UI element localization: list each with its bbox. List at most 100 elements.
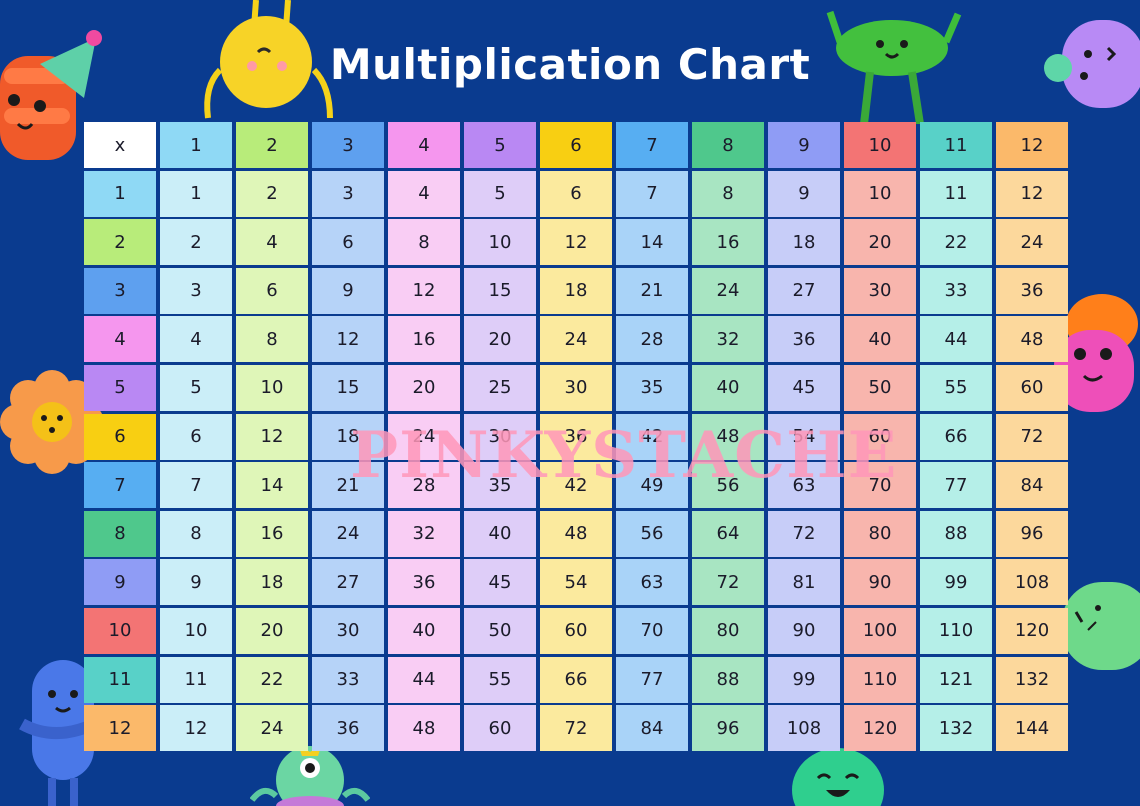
product-cell-8x4: 32 <box>388 510 460 557</box>
row-header-1: 1 <box>84 170 156 217</box>
product-cell-6x7: 42 <box>616 413 688 460</box>
product-cell-11x9: 99 <box>768 656 840 703</box>
party-hat-character-icon <box>0 30 102 160</box>
product-cell-12x4: 48 <box>388 705 460 752</box>
product-cell-9x9: 81 <box>768 559 840 606</box>
product-cell-7x11: 77 <box>920 462 992 509</box>
column-header-6: 6 <box>540 122 612 168</box>
product-cell-9x5: 45 <box>464 559 536 606</box>
row-header-11: 11 <box>84 656 156 703</box>
product-cell-3x9: 27 <box>768 267 840 314</box>
product-cell-10x6: 60 <box>540 607 612 654</box>
product-cell-1x1: 1 <box>160 170 232 217</box>
product-cell-6x2: 12 <box>236 413 308 460</box>
product-cell-10x11: 110 <box>920 607 992 654</box>
product-cell-5x1: 5 <box>160 364 232 411</box>
column-header-7: 7 <box>616 122 688 168</box>
product-cell-10x3: 30 <box>312 607 384 654</box>
product-cell-4x4: 16 <box>388 316 460 363</box>
product-cell-2x3: 6 <box>312 219 384 266</box>
product-cell-12x2: 24 <box>236 705 308 752</box>
product-cell-8x12: 96 <box>996 510 1068 557</box>
page-title: Multiplication Chart <box>329 40 811 89</box>
purple-blob-character-icon <box>1044 20 1140 108</box>
product-cell-10x12: 120 <box>996 607 1068 654</box>
product-cell-9x3: 27 <box>312 559 384 606</box>
product-cell-9x1: 9 <box>160 559 232 606</box>
product-cell-5x3: 15 <box>312 364 384 411</box>
product-cell-4x2: 8 <box>236 316 308 363</box>
product-cell-1x4: 4 <box>388 170 460 217</box>
green-smile-character-icon <box>792 748 884 806</box>
product-cell-2x5: 10 <box>464 219 536 266</box>
product-cell-11x8: 88 <box>692 656 764 703</box>
product-cell-7x6: 42 <box>540 462 612 509</box>
product-cell-1x8: 8 <box>692 170 764 217</box>
product-cell-1x12: 12 <box>996 170 1068 217</box>
product-cell-4x7: 28 <box>616 316 688 363</box>
product-cell-7x9: 63 <box>768 462 840 509</box>
green-bean-character-icon <box>826 10 962 124</box>
row-header-9: 9 <box>84 559 156 606</box>
product-cell-7x10: 70 <box>844 462 916 509</box>
product-cell-6x8: 48 <box>692 413 764 460</box>
row-header-8: 8 <box>84 510 156 557</box>
row-header-6: 6 <box>84 413 156 460</box>
product-cell-2x12: 24 <box>996 219 1068 266</box>
product-cell-9x6: 54 <box>540 559 612 606</box>
product-cell-1x9: 9 <box>768 170 840 217</box>
product-cell-2x7: 14 <box>616 219 688 266</box>
product-cell-4x12: 48 <box>996 316 1068 363</box>
product-cell-11x2: 22 <box>236 656 308 703</box>
product-cell-1x10: 10 <box>844 170 916 217</box>
product-cell-1x2: 2 <box>236 170 308 217</box>
product-cell-6x10: 60 <box>844 413 916 460</box>
product-cell-2x10: 20 <box>844 219 916 266</box>
column-header-12: 12 <box>996 122 1068 168</box>
product-cell-4x9: 36 <box>768 316 840 363</box>
product-cell-5x5: 25 <box>464 364 536 411</box>
product-cell-12x3: 36 <box>312 705 384 752</box>
row-header-2: 2 <box>84 219 156 266</box>
product-cell-11x4: 44 <box>388 656 460 703</box>
product-cell-12x6: 72 <box>540 705 612 752</box>
product-cell-3x3: 9 <box>312 267 384 314</box>
product-cell-12x5: 60 <box>464 705 536 752</box>
product-cell-1x5: 5 <box>464 170 536 217</box>
product-cell-3x4: 12 <box>388 267 460 314</box>
product-cell-11x7: 77 <box>616 656 688 703</box>
product-cell-6x12: 72 <box>996 413 1068 460</box>
cyclops-character-icon <box>250 744 370 806</box>
product-cell-8x11: 88 <box>920 510 992 557</box>
row-header-12: 12 <box>84 705 156 752</box>
row-header-3: 3 <box>84 267 156 314</box>
product-cell-3x6: 18 <box>540 267 612 314</box>
product-cell-9x11: 99 <box>920 559 992 606</box>
product-cell-8x6: 48 <box>540 510 612 557</box>
product-cell-7x7: 49 <box>616 462 688 509</box>
product-cell-2x6: 12 <box>540 219 612 266</box>
corner-cell: x <box>84 122 156 168</box>
product-cell-10x5: 50 <box>464 607 536 654</box>
product-cell-6x6: 36 <box>540 413 612 460</box>
product-cell-9x12: 108 <box>996 559 1068 606</box>
product-cell-4x11: 44 <box>920 316 992 363</box>
product-cell-6x5: 30 <box>464 413 536 460</box>
product-cell-11x6: 66 <box>540 656 612 703</box>
product-cell-2x4: 8 <box>388 219 460 266</box>
product-cell-3x2: 6 <box>236 267 308 314</box>
product-cell-8x8: 64 <box>692 510 764 557</box>
multiplication-table: x 1 2 3 4 5 6 7 8 9 10 11 12 1 1 2 3 4 5 6 7 8 9 10 11 12 2 2 4 6 8 10 1… <box>84 122 1068 758</box>
product-cell-11x3: 33 <box>312 656 384 703</box>
product-cell-6x3: 18 <box>312 413 384 460</box>
product-cell-5x7: 35 <box>616 364 688 411</box>
product-cell-1x3: 3 <box>312 170 384 217</box>
product-cell-10x10: 100 <box>844 607 916 654</box>
product-cell-10x7: 70 <box>616 607 688 654</box>
blue-capsule-character-icon <box>19 660 105 806</box>
product-cell-1x11: 11 <box>920 170 992 217</box>
product-cell-4x8: 32 <box>692 316 764 363</box>
product-cell-5x10: 50 <box>844 364 916 411</box>
product-cell-9x7: 63 <box>616 559 688 606</box>
column-header-3: 3 <box>312 122 384 168</box>
